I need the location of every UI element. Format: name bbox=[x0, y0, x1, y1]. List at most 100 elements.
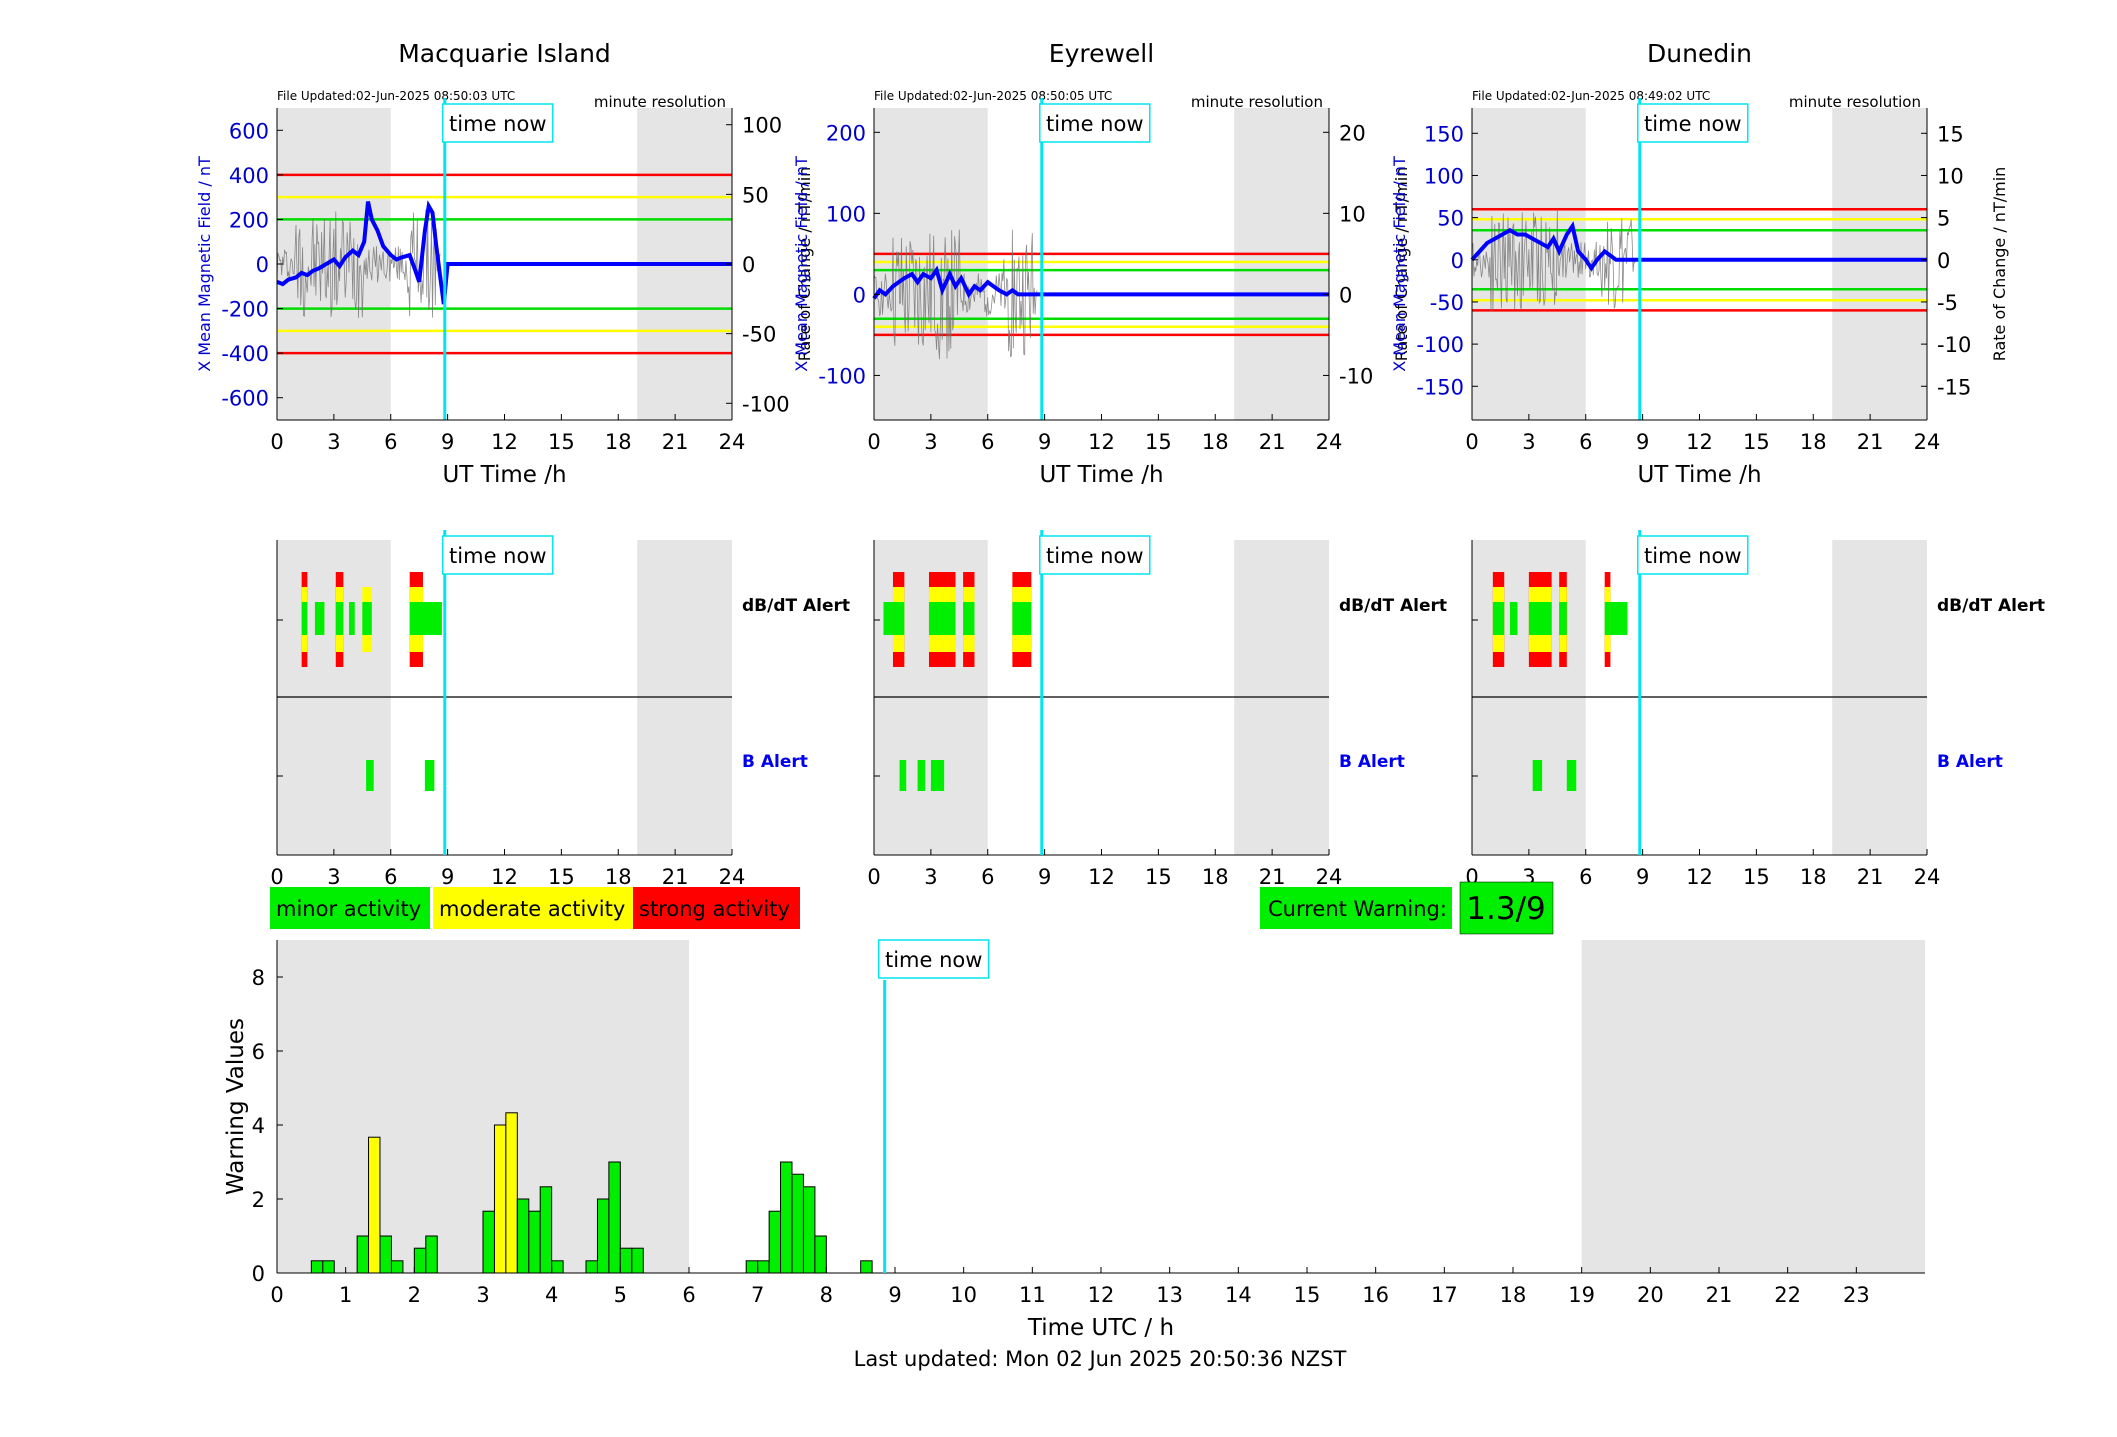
x-axis-label: UT Time /h bbox=[1039, 462, 1163, 488]
resolution-note: minute resolution bbox=[1789, 93, 1921, 111]
dbdt-alert-minor bbox=[1492, 602, 1505, 635]
dbdt-alert-minor bbox=[1604, 602, 1611, 635]
b-alert-label: B Alert bbox=[1339, 752, 1405, 772]
chart-x-tick-label: 1 bbox=[339, 1283, 352, 1307]
alert-x-tick-label: 0 bbox=[867, 865, 880, 889]
chart-y-tick-label: 8 bbox=[252, 966, 265, 990]
dbdt-alert-minor bbox=[1012, 602, 1032, 635]
x-tick-label: 21 bbox=[662, 430, 689, 454]
chart-x-tick-label: 19 bbox=[1568, 1283, 1595, 1307]
alert-x-tick-label: 24 bbox=[1914, 865, 1941, 889]
right-axis-label: Rate of Change / nT/min bbox=[795, 167, 814, 362]
left-tick-label: 50 bbox=[1437, 207, 1464, 231]
dbdt-alert-minor bbox=[892, 602, 905, 635]
left-tick-label: -150 bbox=[1416, 375, 1464, 399]
chart-x-tick-label: 10 bbox=[950, 1283, 977, 1307]
chart-y-tick-label: 0 bbox=[252, 1262, 265, 1286]
chart-x-tick-label: 5 bbox=[614, 1283, 627, 1307]
b-alert-minor bbox=[917, 760, 926, 791]
night-band bbox=[277, 108, 391, 420]
warning-bar bbox=[425, 1235, 438, 1274]
activity-legend: minor activity moderate activity strong ac… bbox=[270, 887, 800, 929]
chart-x-tick-label: 2 bbox=[408, 1283, 421, 1307]
right-tick-label: -50 bbox=[742, 323, 776, 347]
time-now-label: time now bbox=[885, 948, 982, 972]
b-field-series bbox=[276, 200, 732, 305]
chart-x-tick-label: 0 bbox=[270, 1283, 283, 1307]
right-tick-label: 15 bbox=[1937, 122, 1964, 146]
alert-x-tick-label: 18 bbox=[1202, 865, 1229, 889]
x-tick-label: 21 bbox=[1259, 430, 1286, 454]
right-tick-label: 0 bbox=[1937, 249, 1950, 273]
alert-x-tick-label: 21 bbox=[1857, 865, 1884, 889]
current-warning-label: Current Warning: bbox=[1268, 897, 1447, 921]
x-tick-label: 15 bbox=[1145, 430, 1172, 454]
b-field-series bbox=[872, 265, 1329, 300]
chart-y-tick-label: 6 bbox=[252, 1040, 265, 1064]
warning-bar bbox=[482, 1210, 495, 1274]
time-now-box-frame bbox=[1039, 535, 1151, 575]
chart-x-tick-label: 11 bbox=[1019, 1283, 1046, 1307]
right-tick-label: -5 bbox=[1937, 291, 1958, 315]
right-tick-label: -10 bbox=[1339, 364, 1373, 388]
alert-x-tick-label: 24 bbox=[1316, 865, 1343, 889]
time-now-box: time now bbox=[442, 103, 554, 143]
right-tick-label: 0 bbox=[1339, 283, 1352, 307]
warning-bar bbox=[516, 1198, 530, 1274]
right-tick-label: 100 bbox=[742, 114, 782, 138]
right-tick-label: 0 bbox=[742, 253, 755, 277]
station-title: Dunedin bbox=[1647, 39, 1752, 68]
x-tick-label: 6 bbox=[384, 430, 397, 454]
warning-bar bbox=[631, 1247, 644, 1274]
time-now-label: time now bbox=[449, 112, 546, 136]
time-now-label: time now bbox=[449, 544, 546, 568]
warning-bar bbox=[814, 1235, 827, 1274]
alert-x-tick-label: 21 bbox=[662, 865, 689, 889]
dbdt-alert-minor bbox=[1610, 602, 1628, 635]
x-tick-label: 18 bbox=[1800, 430, 1827, 454]
dbdt-alert-minor bbox=[963, 602, 975, 635]
warning-bar bbox=[768, 1210, 782, 1274]
chart-x-tick-label: 17 bbox=[1431, 1283, 1458, 1307]
x-axis-label: UT Time /h bbox=[1637, 462, 1761, 488]
time-now-box: time now bbox=[1039, 103, 1151, 143]
chart-x-tick-label: 7 bbox=[751, 1283, 764, 1307]
warning-bar bbox=[551, 1260, 564, 1274]
time-now-label: time now bbox=[1046, 112, 1143, 136]
alert-x-tick-label: 12 bbox=[491, 865, 518, 889]
current-warning-value-bg bbox=[1459, 881, 1554, 935]
current-warning-box: Current Warning: 1.3/9 bbox=[1260, 881, 1554, 935]
alert-x-tick-label: 24 bbox=[719, 865, 746, 889]
b-field-series bbox=[1470, 221, 1927, 272]
chart-x-tick-label: 4 bbox=[545, 1283, 558, 1307]
chart-x-tick-label: 20 bbox=[1637, 1283, 1664, 1307]
x-tick-label: 3 bbox=[924, 430, 937, 454]
right-tick-label: -100 bbox=[742, 392, 790, 416]
time-now-label: time now bbox=[1046, 544, 1143, 568]
rate-of-change-trace bbox=[276, 209, 441, 319]
station-title: Macquarie Island bbox=[398, 39, 611, 68]
time-now-box-frame bbox=[442, 103, 554, 143]
chart-x-tick-label: 16 bbox=[1362, 1283, 1389, 1307]
left-tick-label: 200 bbox=[826, 121, 866, 145]
chart-y-tick-label: 4 bbox=[252, 1114, 265, 1138]
x-tick-label: 24 bbox=[1316, 430, 1343, 454]
dbdt-alert-label: dB/dT Alert bbox=[1339, 596, 1447, 616]
dbdt-alert-minor bbox=[422, 602, 442, 635]
time-now-box-frame bbox=[442, 535, 554, 575]
dbdt-alert-minor bbox=[883, 602, 893, 635]
alert-x-tick-label: 15 bbox=[548, 865, 575, 889]
chart-x-tick-label: 14 bbox=[1225, 1283, 1252, 1307]
right-axis-label: Rate of Change / nT/min bbox=[1392, 167, 1411, 362]
chart-x-tick-label: 12 bbox=[1088, 1283, 1115, 1307]
right-axis-label: Rate of Change / nT/min bbox=[1990, 167, 2009, 362]
b-alert-minor bbox=[1566, 760, 1577, 791]
x-tick-label: 9 bbox=[1038, 430, 1051, 454]
alert-x-tick-label: 12 bbox=[1686, 865, 1713, 889]
time-now-box: time now bbox=[442, 535, 554, 575]
x-tick-label: 12 bbox=[1686, 430, 1713, 454]
warning-bar bbox=[493, 1124, 507, 1274]
left-tick-label: 150 bbox=[1424, 122, 1464, 146]
right-tick-label: 10 bbox=[1339, 202, 1366, 226]
